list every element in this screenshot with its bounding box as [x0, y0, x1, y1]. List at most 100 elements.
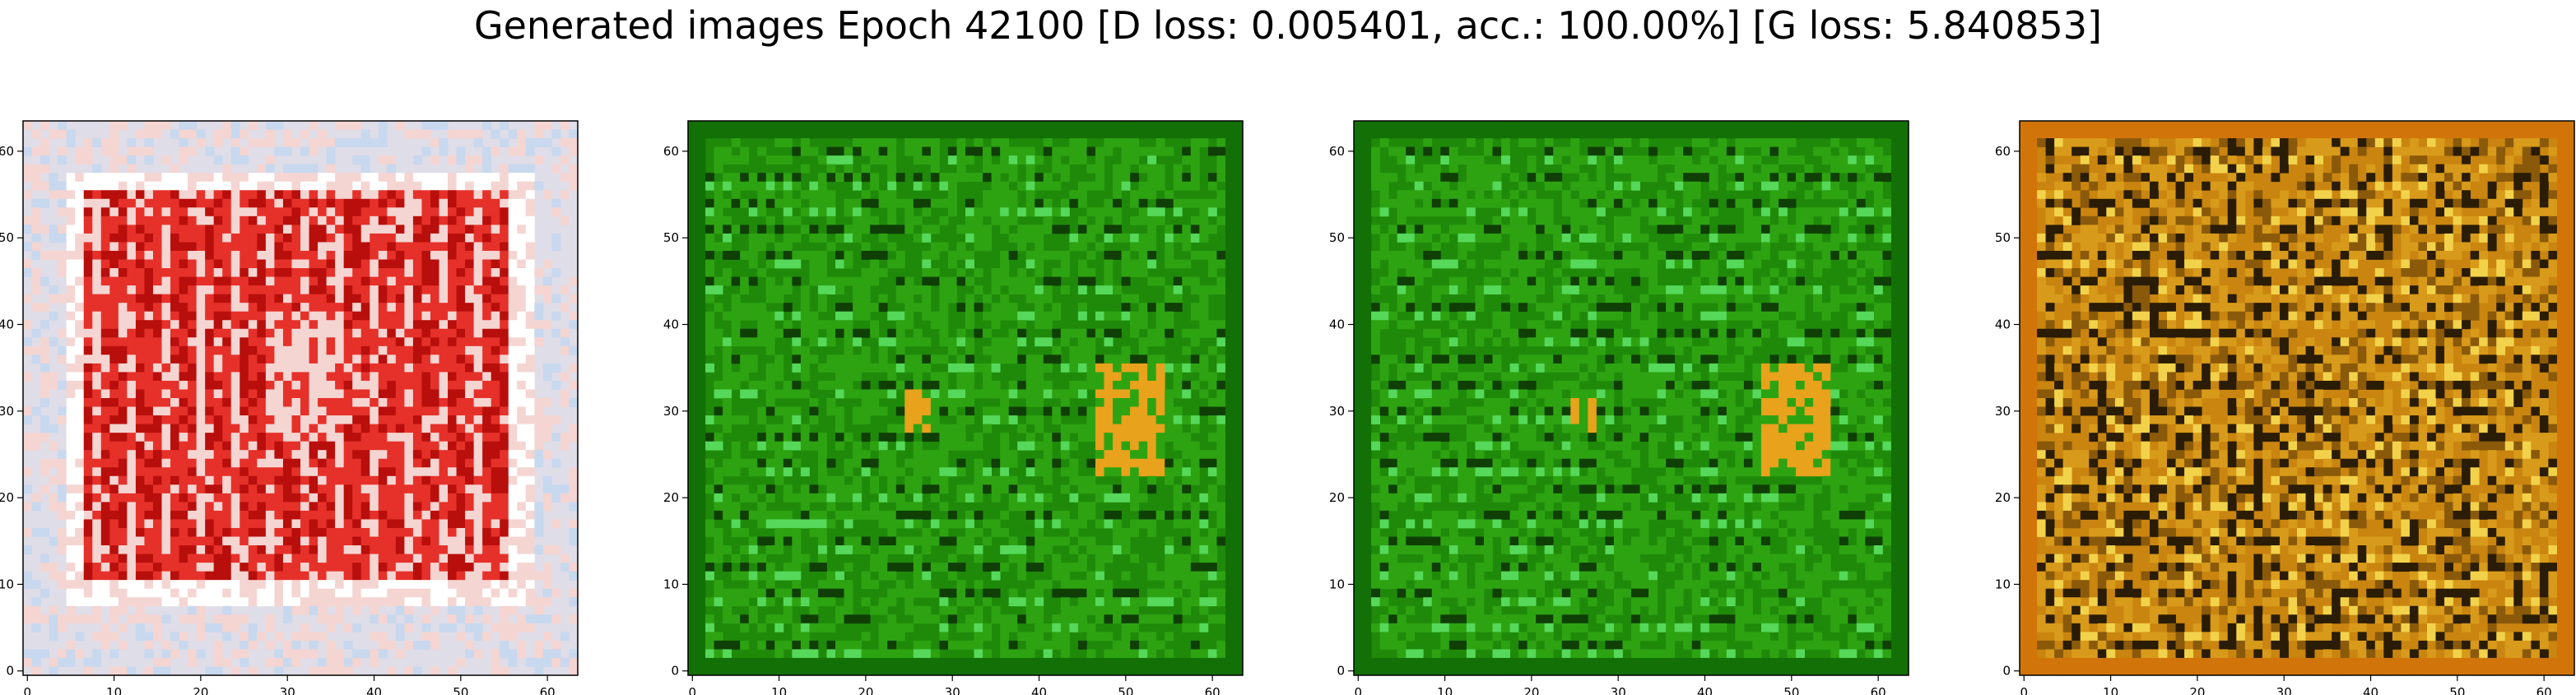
image-pixel: [1077, 389, 1087, 399]
image-pixel: [179, 337, 188, 347]
image-pixel: [370, 285, 379, 295]
image-pixel: [75, 649, 85, 659]
image-pixel: [265, 450, 275, 460]
image-pixel: [853, 207, 863, 217]
image-pixel: [826, 354, 836, 364]
image-pixel: [205, 484, 215, 494]
image-pixel: [31, 441, 41, 451]
image-pixel: [421, 337, 431, 347]
image-pixel: [378, 415, 388, 424]
image-pixel: [731, 250, 741, 260]
image-pixel: [723, 354, 732, 364]
image-pixel: [205, 545, 215, 554]
image-pixel: [508, 380, 518, 390]
image-pixel: [230, 580, 240, 590]
image-pixel: [456, 146, 466, 156]
image-pixel: [230, 311, 240, 321]
image-pixel: [248, 198, 258, 208]
image-pixel: [100, 450, 110, 460]
image-pixel: [456, 380, 466, 390]
image-pixel: [714, 276, 723, 286]
image-pixel: [542, 632, 552, 642]
image-pixel: [878, 303, 888, 313]
image-pixel: [161, 225, 171, 234]
image-pixel: [326, 571, 336, 581]
image-pixel: [40, 372, 49, 382]
image-pixel: [109, 337, 119, 347]
image-pixel: [887, 207, 897, 217]
image-pixel: [83, 458, 93, 468]
image-pixel: [196, 545, 206, 554]
image-pixel: [352, 502, 362, 512]
image-pixel: [1043, 276, 1053, 286]
image-pixel: [430, 294, 439, 303]
image-pixel: [291, 597, 301, 607]
image-pixel: [491, 250, 500, 260]
image-pixel: [92, 242, 102, 252]
image-pixel: [118, 597, 128, 607]
image-pixel: [205, 510, 215, 520]
image-pixel: [239, 328, 249, 338]
image-pixel: [412, 207, 422, 217]
image-pixel: [965, 155, 974, 165]
image-pixel: [1173, 389, 1183, 399]
image-pixel: [40, 389, 49, 399]
image-pixel: [248, 380, 258, 390]
image-pixel: [309, 372, 319, 382]
image-pixel: [360, 527, 370, 537]
image-pixel: [508, 527, 518, 537]
image-pixel: [40, 138, 49, 147]
image-pixel: [491, 554, 500, 563]
image-pixel: [352, 363, 362, 373]
image-pixel: [265, 493, 275, 503]
image-pixel: [23, 527, 32, 537]
image-pixel: [291, 554, 301, 563]
image-pixel: [179, 155, 188, 165]
image-pixel: [274, 190, 284, 200]
image-pixel: [326, 259, 336, 269]
image-pixel: [239, 640, 249, 650]
image-pixel: [257, 545, 267, 554]
image-pixel: [1113, 363, 1122, 373]
image-pixel: [300, 146, 309, 156]
image-pixel: [300, 337, 309, 347]
image-pixel: [360, 198, 370, 208]
image-pixel: [118, 173, 128, 183]
image-pixel: [878, 190, 888, 200]
image-pixel: [326, 563, 336, 572]
image-pixel: [196, 398, 206, 407]
image-pixel: [904, 285, 914, 295]
image-pixel: [1121, 276, 1131, 286]
image-pixel: [300, 303, 309, 313]
image-pixel: [500, 502, 509, 512]
image-pixel: [826, 242, 836, 252]
image-pixel: [817, 233, 827, 243]
image-pixel: [75, 415, 85, 424]
image-pixel: [696, 294, 706, 303]
image-pixel: [465, 173, 475, 183]
image-pixel: [335, 493, 345, 503]
image-pixel: [300, 328, 309, 338]
image-pixel: [430, 666, 439, 676]
image-pixel: [335, 441, 345, 451]
image-pixel: [688, 441, 697, 451]
image-pixel: [135, 320, 145, 330]
image-pixel: [974, 303, 983, 313]
image-pixel: [1025, 250, 1035, 260]
image-pixel: [387, 406, 397, 416]
image-pixel: [309, 510, 319, 520]
image-pixel: [92, 363, 102, 373]
image-pixel: [1000, 190, 1010, 200]
image-pixel: [1035, 181, 1044, 191]
image-pixel: [1130, 146, 1140, 156]
image-pixel: [1121, 181, 1131, 191]
image-pixel: [947, 276, 957, 286]
image-pixel: [300, 502, 309, 512]
image-pixel: [257, 519, 267, 529]
image-pixel: [213, 250, 223, 260]
image-pixel: [551, 519, 561, 529]
image-pixel: [135, 605, 145, 615]
image-pixel: [525, 467, 535, 477]
image-pixel: [835, 146, 844, 156]
image-pixel: [109, 666, 119, 676]
